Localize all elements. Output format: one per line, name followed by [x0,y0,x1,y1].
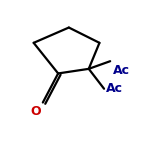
Text: Ac: Ac [113,64,130,77]
Text: O: O [30,105,41,118]
Text: Ac: Ac [106,82,123,95]
